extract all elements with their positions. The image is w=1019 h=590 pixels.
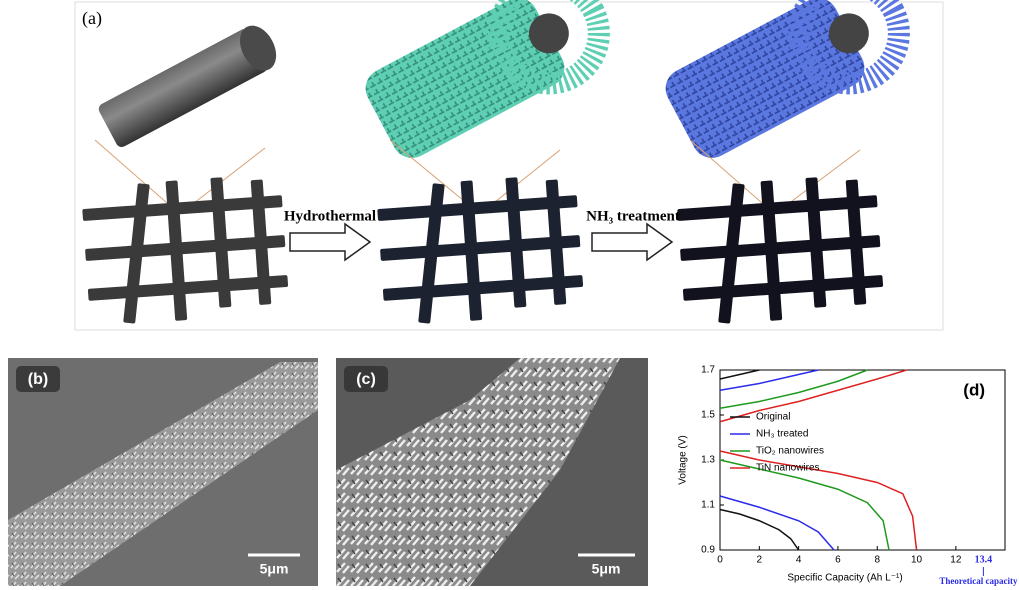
process-arrow: [592, 224, 672, 260]
x-tick-label: 6: [835, 555, 841, 566]
panel-label: (b): [28, 371, 48, 388]
panel-label: (d): [963, 380, 985, 399]
y-tick-label: 1.5: [701, 410, 715, 421]
process-arrow: [290, 224, 370, 260]
scale-bar: 5μm: [260, 561, 289, 577]
nitrided-mesh: [676, 173, 885, 327]
x-tick-label: 2: [757, 555, 763, 566]
zoom-lines: [95, 140, 860, 210]
legend-label: TiN nanowires: [756, 463, 820, 474]
legend-label: Original: [756, 412, 790, 423]
step-label: NH₃ treatment: [586, 208, 680, 224]
sem-image: (c) 5μm: [336, 358, 648, 586]
x-tick-label: 12: [950, 555, 962, 566]
carbon-mesh: [81, 173, 290, 327]
x-axis-label: Specific Capacity (Ah L⁻¹): [787, 573, 902, 584]
y-tick-label: 1.1: [701, 500, 715, 511]
coated-mesh: [376, 173, 585, 327]
sem-image: (b) 5μm: [8, 358, 318, 586]
panel-label: (a): [82, 8, 102, 29]
nitrided-fiber: [658, 0, 917, 167]
legend-label: TiO₂ nanowires: [756, 446, 824, 457]
y-tick-label: 0.9: [701, 545, 715, 556]
scale-bar: 5μm: [592, 561, 621, 577]
annotation-text: Theoretical capacity: [939, 576, 1018, 586]
x-tick-label: 0: [717, 555, 723, 566]
coated-fiber: [358, 0, 617, 167]
figure: (a) Hydrothermal NH₃ treatment (b) 5μm: [0, 0, 1019, 590]
step-label: Hydrothermal: [284, 208, 376, 224]
chart: (d) Specific Capacity (Ah L⁻¹) Voltage (…: [678, 370, 1005, 584]
legend-label: NH₃ treated: [756, 429, 808, 440]
x-tick-label: 8: [874, 555, 880, 566]
y-tick-label: 1.7: [701, 365, 715, 376]
annotation-value: 13.4: [975, 554, 993, 565]
y-axis-label: Voltage (V): [678, 435, 689, 484]
panel-label: (c): [356, 371, 376, 388]
y-tick-label: 1.3: [701, 455, 715, 466]
x-tick-label: 4: [796, 555, 802, 566]
bare-fiber: [97, 19, 284, 149]
x-tick-label: 10: [911, 555, 923, 566]
